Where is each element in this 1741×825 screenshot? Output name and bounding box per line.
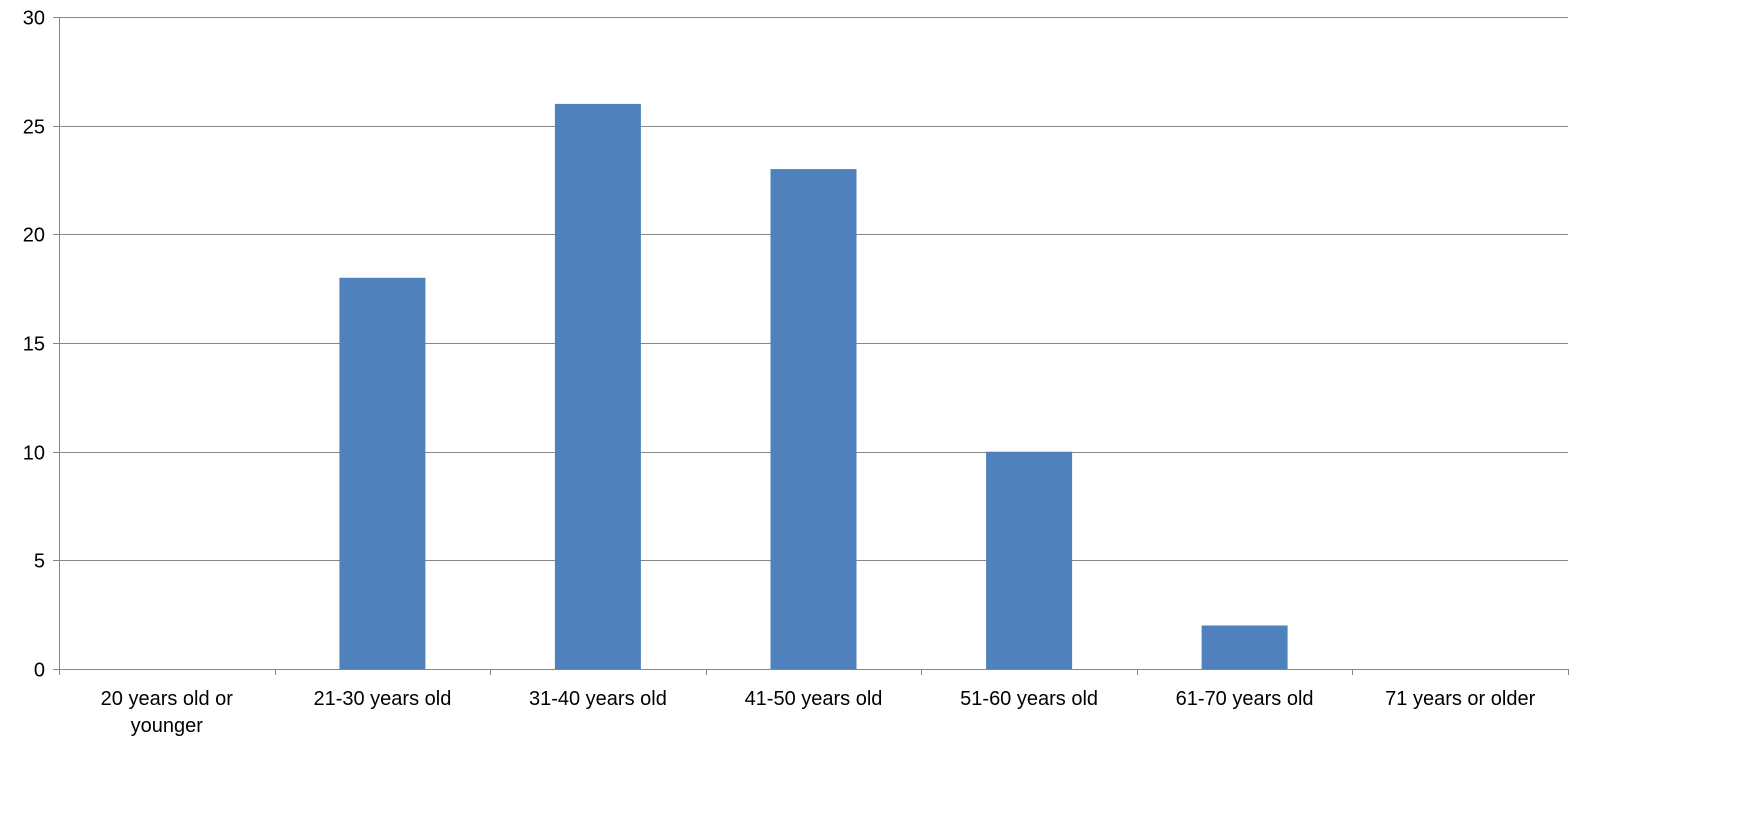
x-tick-label-line: 51-60 years old — [960, 688, 1098, 710]
bar-5 — [1201, 625, 1288, 669]
x-tick-label-line: 61-70 years old — [1176, 688, 1314, 710]
x-tick-label-4: 51-60 years old — [960, 688, 1098, 710]
x-tick-label-line: 31-40 years old — [529, 688, 667, 710]
bar-2 — [554, 103, 641, 669]
x-tick-label-3: 41-50 years old — [745, 688, 883, 710]
x-tick-label-2: 31-40 years old — [529, 688, 667, 710]
bar-4 — [986, 451, 1073, 669]
x-tick-label-6: 71 years or older — [1385, 688, 1535, 710]
x-tick-label-0: 20 years old or younger — [101, 688, 234, 737]
y-tick-label-30: 30 — [23, 8, 45, 30]
x-tick-label-1: 21-30 years old — [313, 688, 451, 710]
y-tick-label-25: 25 — [23, 117, 45, 139]
x-axis-tick-labels: 20 years old or younger 21-30 years old 31-… — [101, 688, 1536, 737]
bars — [339, 103, 1288, 669]
y-tick-label-10: 10 — [23, 443, 45, 465]
bar-3 — [770, 169, 857, 669]
x-tick-label-line: 71 years or older — [1385, 688, 1535, 710]
y-tick-label-15: 15 — [23, 334, 45, 356]
axes — [53, 17, 1569, 675]
y-tick-label-20: 20 — [23, 225, 45, 247]
x-tick-label-line: 21-30 years old — [313, 688, 451, 710]
bar-1 — [339, 277, 426, 669]
y-tick-label-0: 0 — [34, 660, 45, 682]
x-tick-label-line: 41-50 years old — [745, 688, 883, 710]
y-tick-label-5: 5 — [34, 551, 45, 573]
x-tick-label-line: younger — [131, 715, 204, 737]
x-tick-label-5: 61-70 years old — [1176, 688, 1314, 710]
y-axis-tick-labels: 0 5 10 15 20 25 30 — [23, 8, 45, 682]
x-tick-label-line: 20 years old or — [101, 688, 234, 710]
